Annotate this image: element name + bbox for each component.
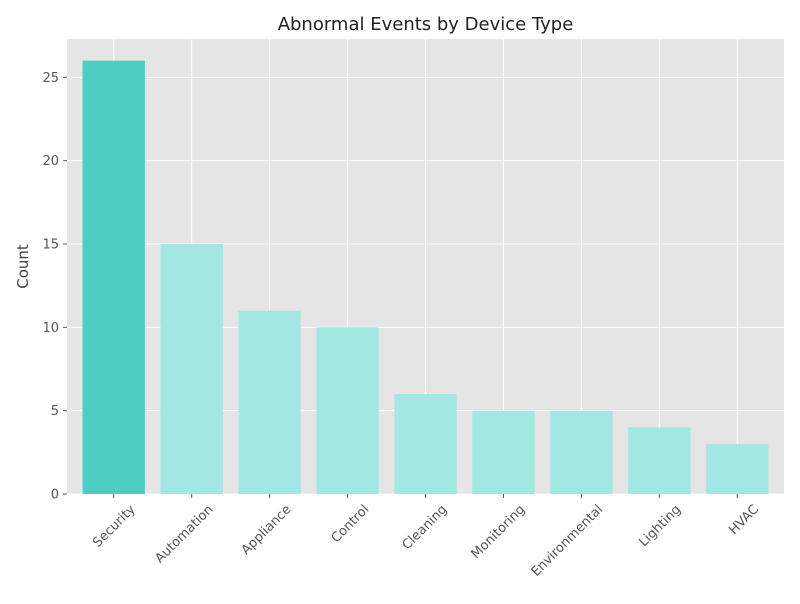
- x-tick-label: Environmental: [529, 502, 606, 579]
- x-tick-label: Control: [329, 502, 373, 546]
- y-tick-label: 15: [42, 238, 59, 253]
- y-axis-label: Count: [14, 244, 32, 289]
- bars: [82, 60, 769, 495]
- bar: [628, 427, 691, 494]
- x-tick-label: Monitoring: [468, 502, 528, 562]
- y-tick-label: 25: [42, 71, 59, 86]
- chart-title: Abnormal Events by Device Type: [278, 14, 574, 35]
- x-tick-label: Appliance: [239, 502, 295, 558]
- x-tick-label: HVAC: [726, 502, 762, 538]
- x-tick-label: Security: [90, 502, 139, 551]
- y-tick-label: 0: [51, 488, 59, 503]
- x-tick-label: Automation: [152, 502, 216, 566]
- x-axis-ticks: Security Automation Appliance Control Cleani…: [90, 494, 762, 580]
- bar: [550, 410, 613, 494]
- x-tick-label: Cleaning: [399, 502, 450, 553]
- y-axis-ticks: 0 5 10 15 20 25: [42, 71, 67, 503]
- bar: [706, 444, 769, 494]
- y-tick-label: 20: [42, 154, 59, 169]
- bar: [472, 410, 535, 494]
- x-tick-label: Lighting: [636, 502, 684, 550]
- bar: [160, 244, 223, 494]
- y-tick-label: 5: [51, 404, 59, 419]
- bar: [82, 60, 145, 495]
- bar: [394, 394, 457, 494]
- bar: [316, 327, 379, 494]
- y-tick-label: 10: [42, 321, 59, 336]
- bar: [238, 310, 301, 494]
